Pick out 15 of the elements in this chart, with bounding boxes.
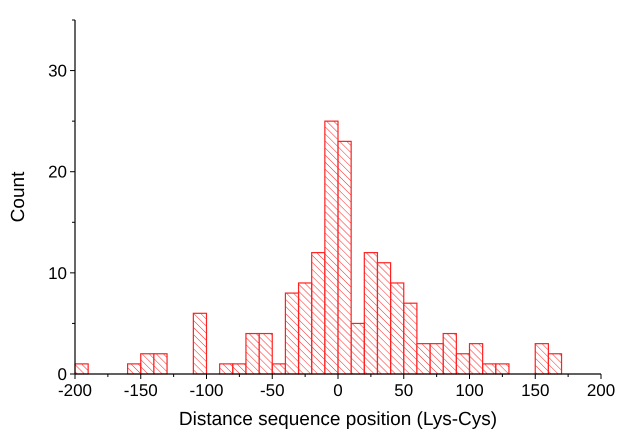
x-tick-label: -100 (189, 381, 224, 400)
x-tick-label: -150 (124, 381, 158, 400)
y-tick-label: 10 (48, 264, 67, 283)
y-axis-title: Count (8, 170, 29, 222)
x-tick-label: 0 (333, 381, 343, 400)
x-axis-title: Distance sequence position (Lys-Cys) (178, 409, 498, 430)
x-tick-label: 100 (455, 381, 484, 400)
x-tick-label: 200 (586, 381, 616, 400)
y-tick-label: 20 (48, 162, 67, 182)
x-tick-label: 150 (521, 381, 550, 400)
y-tick-label: 30 (48, 62, 67, 81)
x-tick-label: 50 (394, 381, 414, 400)
y-tick-label: 0 (58, 364, 67, 384)
x-tick-label: -50 (260, 381, 285, 400)
x-tick-label: -200 (58, 381, 92, 400)
